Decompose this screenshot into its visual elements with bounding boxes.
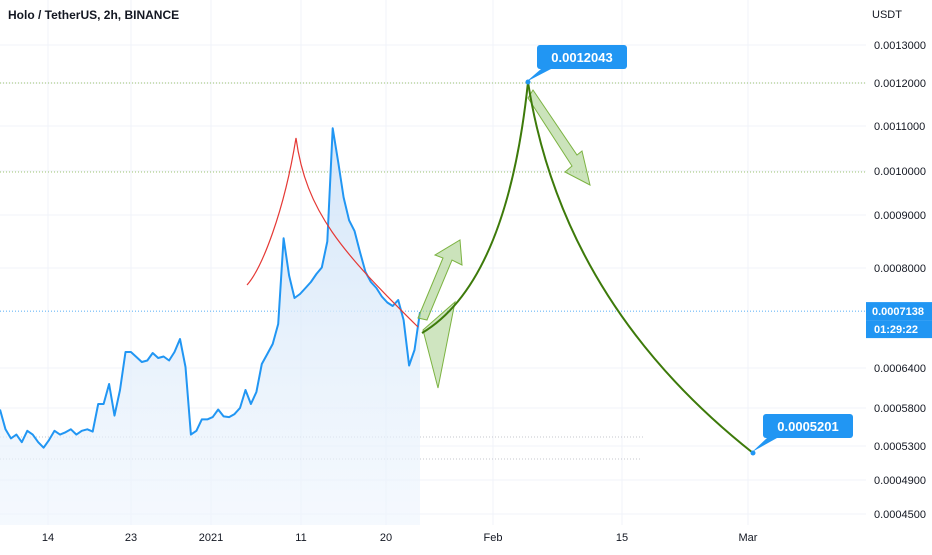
top-price-callout-text: 0.0012043	[551, 50, 612, 65]
price-tick-label: 0.0009000	[874, 210, 926, 222]
price-axis: 0.0013000 0.0012000 0.0011000 0.0010000 0.00…	[874, 40, 926, 521]
price-tick-label: 0.0005800	[874, 403, 926, 415]
price-tick-label: 0.0010000	[874, 166, 926, 178]
bottom-price-callout-text: 0.0005201	[777, 419, 838, 434]
projection-rise-curve	[422, 82, 528, 333]
price-tick-label: 0.0013000	[874, 40, 926, 52]
top-price-marker	[526, 80, 531, 85]
time-tick-label: 14	[42, 532, 54, 544]
price-tick-label: 0.0006400	[874, 363, 926, 375]
currency-label: USDT	[872, 9, 902, 21]
callouts: 0.0012043 0.0005201 0.0007138 01:29:22	[526, 45, 932, 456]
countdown-text: 01:29:22	[874, 324, 918, 336]
time-tick-label: Mar	[739, 532, 758, 544]
current-price-tag: 0.0007138 01:29:22	[866, 302, 932, 338]
price-tick-label: 0.0012000	[874, 78, 926, 90]
time-tick-label: Feb	[484, 532, 503, 544]
time-tick-label: 2021	[199, 532, 223, 544]
price-tick-label: 0.0004900	[874, 475, 926, 487]
price-tick-label: 0.0011000	[874, 121, 925, 133]
price-area-fill	[0, 128, 420, 525]
time-tick-label: 23	[125, 532, 137, 544]
current-price-text: 0.0007138	[872, 306, 924, 318]
top-price-callout-pointer	[526, 69, 551, 82]
time-tick-label: 11	[295, 532, 306, 544]
top-price-callout: 0.0012043	[526, 45, 627, 82]
up-arrow	[418, 240, 462, 320]
price-area	[0, 128, 420, 525]
time-tick-label: 15	[616, 532, 628, 544]
price-tick-label: 0.0008000	[874, 263, 926, 275]
time-tick-label: 20	[380, 532, 392, 544]
bottom-price-callout-pointer	[752, 438, 777, 452]
price-tick-label: 0.0004500	[874, 509, 926, 521]
price-tick-label: 0.0005300	[874, 441, 926, 453]
time-axis: 14 23 2021 11 20 Feb 15 Mar	[42, 532, 758, 544]
bottom-price-marker	[751, 451, 756, 456]
chart-title: Holo / TetherUS, 2h, BINANCE	[8, 8, 179, 22]
